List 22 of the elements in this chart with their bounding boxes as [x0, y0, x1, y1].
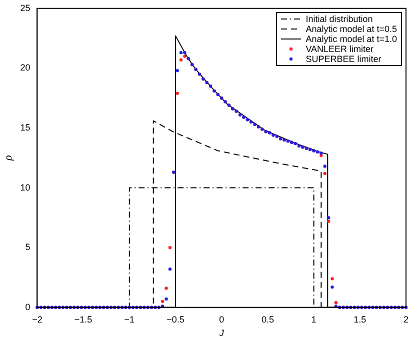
y-tick-label: 5 [25, 242, 30, 252]
x-tick-label: 0 [219, 314, 224, 324]
legend-label: VANLEER limiter [306, 44, 374, 54]
y-tick-label: 25 [20, 2, 30, 13]
x-tick-label: −1 [124, 314, 135, 324]
x-tick-label: −2 [32, 314, 42, 324]
legend-label: SUPERBEE limiter [306, 54, 382, 64]
x-tick-label: 2 [403, 314, 409, 324]
y-tick-label: 0 [25, 302, 30, 312]
legend-label: Initial distribution [306, 14, 373, 24]
y-tick-label: 10 [20, 182, 30, 192]
x-tick-label: −0.5 [166, 314, 184, 324]
x-tick-label: 0.5 [261, 314, 274, 324]
x-tick-label: 1.5 [354, 314, 366, 324]
legend-label: Analytic model at t=0.5 [306, 24, 397, 34]
y-axis-title: ρ [2, 155, 14, 162]
x-tick-label: −1.5 [74, 314, 92, 324]
x-tick-label: 1 [311, 314, 316, 324]
y-tick-label: 20 [20, 62, 30, 73]
y-tick-label: 15 [20, 122, 30, 132]
legend-label: Analytic model at t=1.0 [306, 34, 397, 44]
x-axis-title: J [218, 328, 224, 338]
